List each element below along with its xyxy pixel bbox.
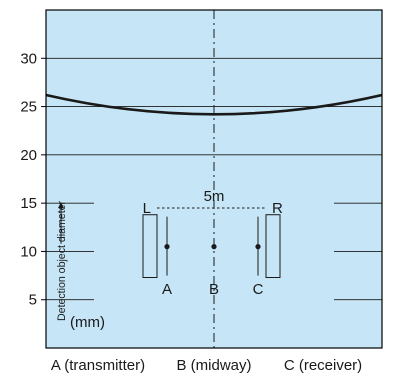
point-c-dot bbox=[255, 244, 261, 250]
inset-diagram: 5m L R A B C bbox=[142, 188, 283, 298]
y-axis-annotation: Detection object diameter (mm) bbox=[56, 201, 105, 331]
y-tick-label: 10 bbox=[20, 243, 37, 260]
x-category-labels: A (transmitter) B (midway) C (receiver) bbox=[51, 357, 362, 374]
point-c-label: C bbox=[253, 281, 264, 298]
point-b-label: B bbox=[209, 281, 219, 298]
left-label: L bbox=[143, 200, 151, 217]
plot-border bbox=[45, 9, 383, 349]
series-line bbox=[45, 93, 383, 116]
x-category-label: A (transmitter) bbox=[51, 357, 145, 374]
plot-area bbox=[46, 10, 382, 348]
y-axis-label: Detection object diameter bbox=[56, 201, 68, 321]
point-a-label: A bbox=[162, 281, 172, 298]
y-tick-label: 15 bbox=[20, 195, 37, 212]
y-tick-label: 20 bbox=[20, 147, 37, 164]
transmitter-box bbox=[142, 214, 158, 279]
y-tick-label: 30 bbox=[20, 50, 37, 67]
x-category-label: C (receiver) bbox=[284, 357, 362, 374]
distance-label: 5m bbox=[204, 188, 225, 205]
right-label: R bbox=[272, 200, 283, 217]
x-category-label: B (midway) bbox=[176, 357, 251, 374]
y-tick-label: 5 bbox=[29, 292, 37, 309]
point-b-dot bbox=[211, 244, 217, 250]
unit-label: (mm) bbox=[70, 314, 105, 331]
arrow-up-icon bbox=[58, 202, 64, 209]
y-tick-label: 25 bbox=[20, 99, 37, 116]
point-a-dot bbox=[164, 244, 170, 250]
y-tick-labels: 5 10 15 20 25 30 bbox=[20, 50, 37, 308]
receiver-box bbox=[265, 214, 281, 279]
